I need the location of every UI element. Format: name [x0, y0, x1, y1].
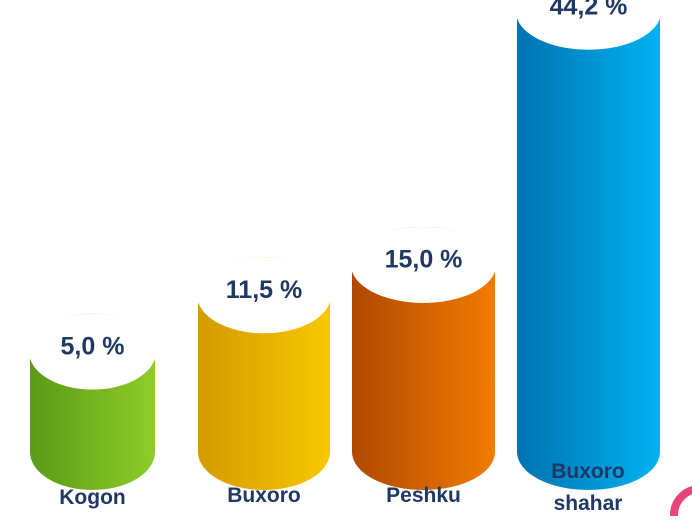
- cylinder-top: [516, 0, 661, 50]
- category-label: Kogon: [59, 486, 126, 509]
- category-label: Buxoro shahar: [551, 460, 625, 515]
- category-label: Peshku: [386, 484, 461, 507]
- cylinder: [517, 0, 660, 490]
- value-label: 44,2 %: [550, 0, 628, 20]
- cylinder-top: [197, 257, 331, 334]
- category-label: Buxoro: [227, 484, 301, 507]
- cylinder-top: [29, 313, 156, 390]
- value-label: 15,0 %: [385, 246, 463, 274]
- decoration: [670, 486, 692, 516]
- cylinder-top: [351, 226, 496, 303]
- value-label: 11,5 %: [226, 276, 302, 304]
- value-label: 5,0 %: [61, 332, 125, 360]
